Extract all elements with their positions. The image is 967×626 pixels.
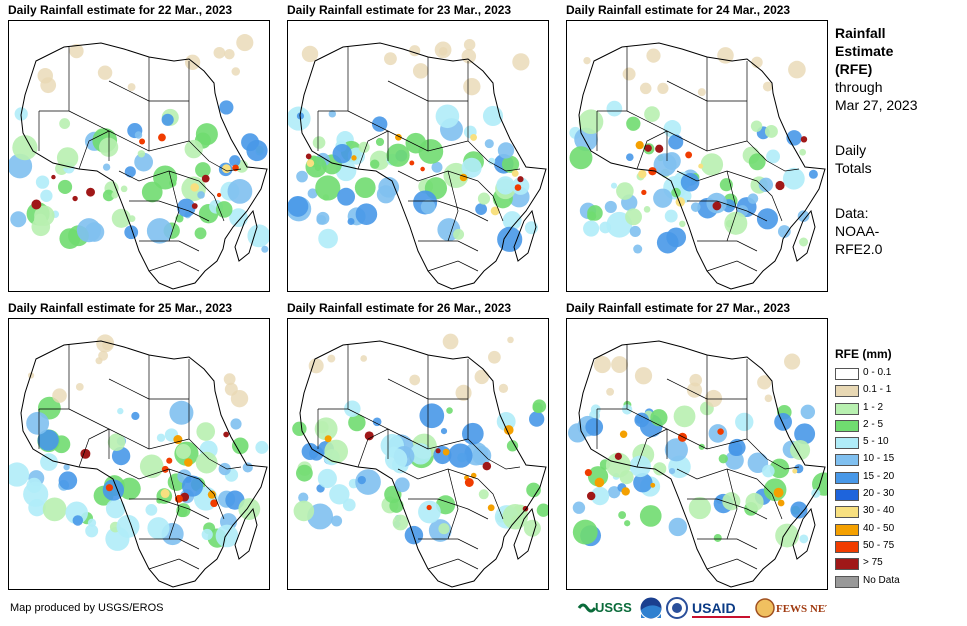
usgs-logo: USGS [577,595,635,621]
credit-text: Map produced by USGS/EROS [10,602,164,614]
legend-swatch [835,402,859,415]
logo-strip: USGS USAID FEWS NET [577,595,827,621]
rainfall-field [568,353,827,548]
legend-label: 50 - 75 [863,539,895,551]
data-line-3: RFE2.0 [835,241,883,257]
legend-swatch [835,558,859,571]
legend-label: 15 - 20 [863,470,895,482]
legend-swatch [835,368,859,380]
africa-map-svg [567,21,827,291]
legend-swatch [835,523,859,536]
africa-map-svg [9,319,269,589]
panel-title: Daily Rainfall estimate for 23 Mar., 202… [287,3,512,17]
legend-label: 20 - 30 [863,488,895,500]
rainfall-map [8,20,270,292]
legend-swatch [835,419,859,432]
legend-swatch [835,506,859,519]
legend-swatch [835,540,859,553]
rainfall-map [8,318,270,590]
africa-map-svg [9,21,269,291]
legend-swatch [835,437,859,450]
rainfall-map [287,318,549,590]
through-label: through [835,79,883,95]
usaid-logo-text: USAID [692,600,736,616]
legend-title: RFE (mm) [835,347,892,361]
rainfall-map [566,20,828,292]
rainfall-map [287,20,549,292]
legend-swatch [835,489,859,502]
heading-line-1: Rainfall [835,25,886,41]
africa-map-svg [567,319,827,589]
usaid-logo: USAID [691,595,753,621]
legend-swatch [835,454,859,467]
legend-label: 0 - 0.1 [863,367,892,378]
dhs-seal-logo [666,595,688,621]
legend-label: 30 - 40 [863,505,895,517]
legend-swatch [835,385,859,398]
legend-swatch [835,575,859,588]
africa-map-svg [288,21,548,291]
rainfall-field [292,333,548,545]
panel-title: Daily Rainfall estimate for 24 Mar., 202… [566,3,791,17]
panel-title: Daily Rainfall estimate for 22 Mar., 202… [8,3,233,17]
usgs-logo-text: USGS [595,600,632,615]
heading-line-3: (RFE) [835,61,873,77]
data-line-2: NOAA- [835,223,880,239]
rainfall-field [288,38,538,252]
legend-label: No Data [863,574,900,586]
map-info: Rainfall Estimate (RFE) through Mar 27, … [835,24,963,258]
panel-title: Daily Rainfall estimate for 27 Mar., 202… [566,301,791,315]
legend-label: 10 - 15 [863,453,895,465]
data-line-1: Data: [835,205,869,221]
legend-label: 5 - 10 [863,436,889,448]
legend-label: 0.1 - 1 [863,384,892,396]
legend-label: > 75 [863,557,883,569]
legend-label: 2 - 5 [863,418,884,430]
legend-label: 1 - 2 [863,401,884,413]
rainfall-map [566,318,828,590]
fews-net-logo: FEWS NET [755,595,827,621]
through-date: Mar 27, 2023 [835,97,918,113]
africa-map-svg [288,319,548,589]
noaa-logo [639,595,663,621]
fews-net-logo-text: FEWS NET [776,603,827,615]
legend-swatch [835,471,859,484]
totals-line-2: Totals [835,160,872,176]
totals-line-1: Daily [835,142,867,158]
heading-line-2: Estimate [835,43,894,59]
panel-title: Daily Rainfall estimate for 26 Mar., 202… [287,301,512,315]
legend-label: 40 - 50 [863,522,895,534]
panel-title: Daily Rainfall estimate for 25 Mar., 202… [8,301,233,315]
